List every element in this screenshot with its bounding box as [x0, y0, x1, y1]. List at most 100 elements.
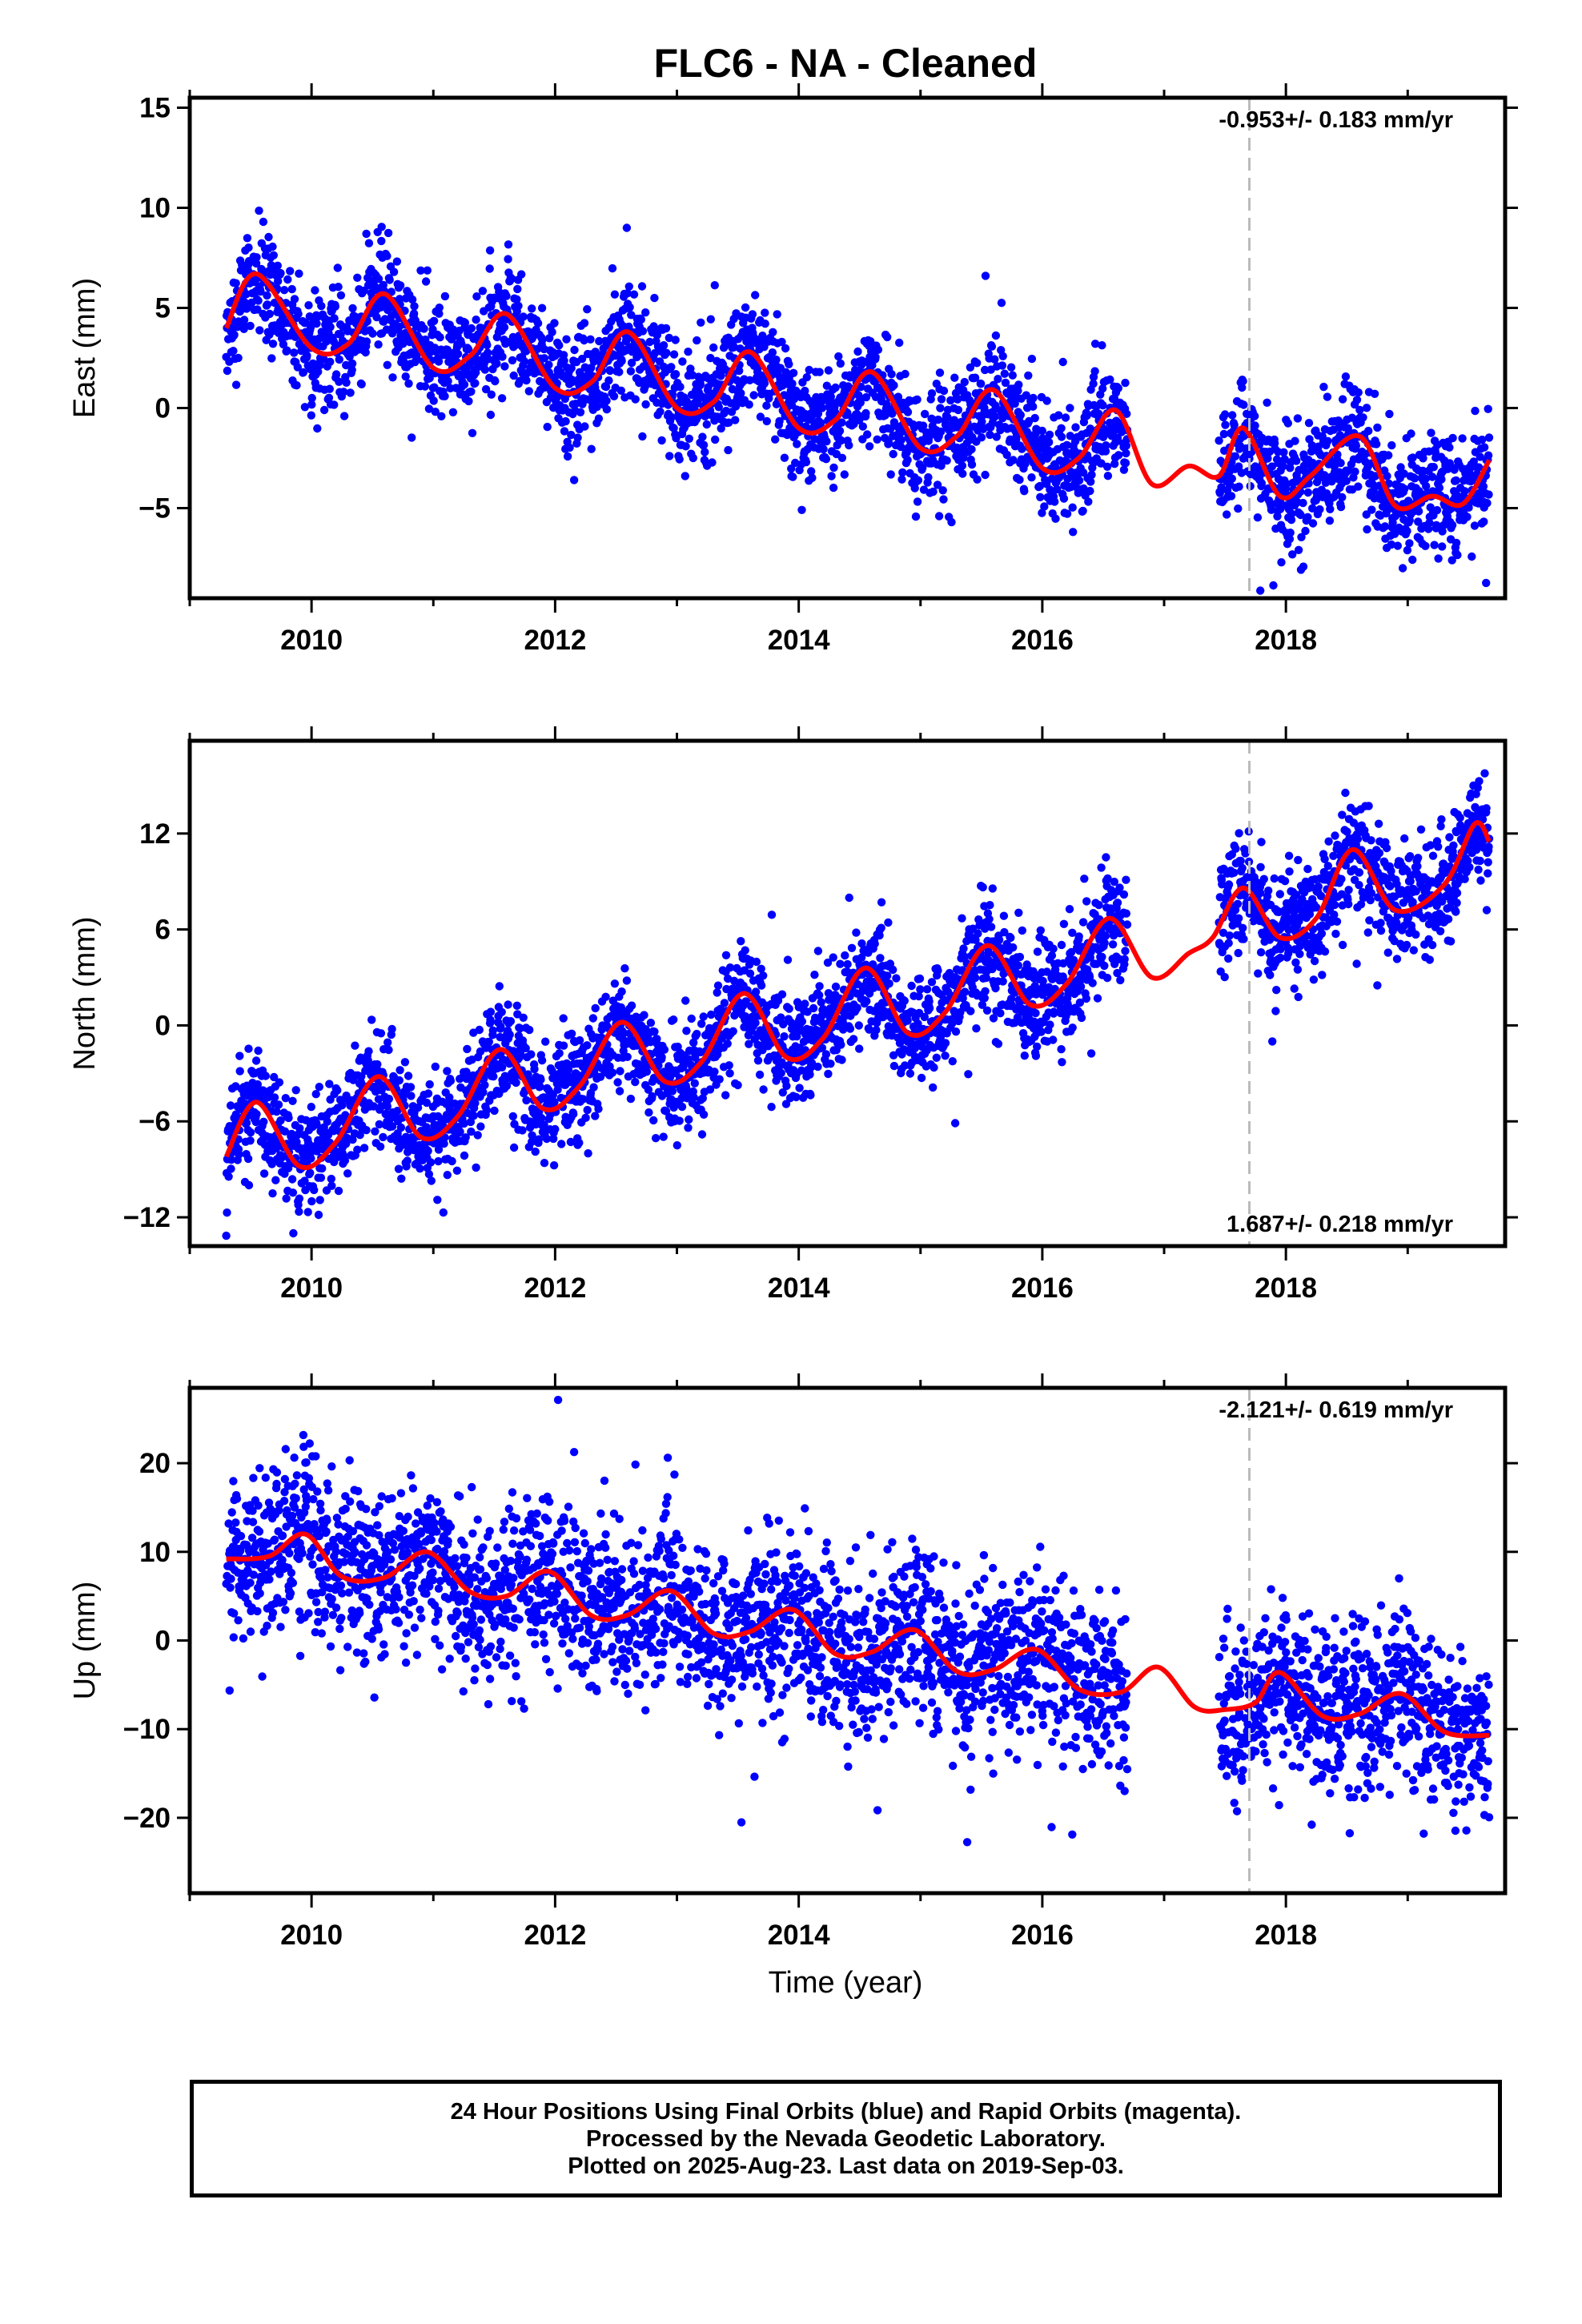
data-point	[251, 1117, 260, 1127]
data-point	[424, 404, 434, 413]
velocity-annotation: -0.953+/- 0.183 mm/yr	[1219, 107, 1453, 133]
data-point	[517, 270, 526, 279]
data-point	[1484, 451, 1493, 460]
data-point	[697, 1130, 707, 1139]
data-point	[627, 358, 636, 368]
data-point	[422, 1098, 432, 1108]
data-point	[775, 416, 784, 426]
data-point	[676, 382, 685, 392]
data-point	[967, 460, 977, 469]
data-point	[268, 1189, 277, 1198]
data-point	[231, 380, 241, 389]
data-point	[283, 346, 291, 355]
data-point	[753, 1056, 763, 1065]
data-point	[1122, 441, 1131, 450]
data-point	[270, 1093, 279, 1102]
data-point	[1089, 380, 1098, 388]
data-point	[897, 436, 905, 444]
data-point	[238, 260, 247, 269]
data-point	[813, 1062, 822, 1072]
data-point	[997, 299, 1006, 308]
data-point	[1325, 517, 1335, 525]
data-point	[244, 1044, 253, 1053]
data-point	[1074, 476, 1084, 485]
data-point	[1235, 462, 1243, 471]
data-point	[312, 1120, 321, 1129]
data-point	[615, 1087, 624, 1096]
data-point	[426, 1158, 436, 1167]
data-point	[1308, 504, 1317, 513]
data-point	[1287, 515, 1296, 525]
data-point	[472, 292, 481, 301]
data-point	[1430, 541, 1439, 549]
data-point	[661, 324, 671, 333]
data-point	[860, 357, 869, 367]
data-point	[1121, 378, 1130, 388]
data-point	[1336, 502, 1346, 512]
data-point	[537, 304, 547, 312]
data-point	[853, 1003, 861, 1012]
data-point	[502, 1081, 512, 1091]
data-point	[852, 928, 861, 937]
data-point	[259, 1117, 268, 1127]
data-point	[550, 319, 559, 328]
data-point	[713, 988, 721, 997]
data-point	[785, 360, 793, 368]
data-point	[509, 371, 518, 380]
data-point	[565, 443, 574, 452]
data-point	[496, 1022, 505, 1031]
data-point	[471, 1099, 480, 1108]
data-point	[1403, 545, 1412, 555]
data-point	[831, 982, 841, 991]
data-point	[1323, 436, 1332, 445]
data-point	[1474, 463, 1484, 472]
data-point	[528, 304, 536, 313]
data-point	[802, 372, 811, 382]
data-point	[1000, 369, 1010, 378]
data-point	[1287, 509, 1296, 518]
data-point	[361, 348, 370, 357]
data-point	[1408, 555, 1417, 565]
data-point	[854, 1021, 864, 1030]
data-point	[649, 322, 658, 331]
data-point	[898, 468, 907, 477]
data-point	[617, 356, 626, 365]
data-point	[492, 359, 501, 368]
data-point	[881, 411, 889, 420]
data-point	[645, 337, 654, 347]
data-point	[364, 239, 374, 247]
data-point	[443, 1171, 452, 1180]
data-point	[268, 242, 277, 251]
data-point	[287, 284, 296, 294]
data-point	[256, 287, 265, 296]
data-point	[314, 368, 323, 376]
data-point	[1078, 506, 1087, 516]
data-point	[589, 1083, 598, 1092]
data-point	[1338, 493, 1347, 502]
data-point	[973, 475, 982, 484]
data-point	[580, 422, 589, 431]
data-point	[1326, 505, 1335, 513]
data-point	[516, 1023, 524, 1033]
data-point	[1408, 453, 1417, 462]
data-point	[291, 1086, 300, 1095]
data-point	[384, 1045, 393, 1055]
data-point	[440, 292, 450, 301]
data-point	[817, 419, 825, 428]
x-tick-label: 2014	[768, 625, 830, 656]
data-point	[531, 1147, 540, 1156]
data-point	[288, 1188, 298, 1197]
data-point	[334, 283, 343, 292]
data-point	[576, 408, 585, 416]
data-point	[903, 456, 912, 464]
data-point	[1227, 492, 1236, 501]
data-point	[821, 455, 831, 464]
data-point	[709, 343, 718, 352]
data-point	[892, 974, 901, 983]
data-point	[336, 291, 346, 300]
data-point	[1405, 539, 1414, 548]
data-point	[512, 1001, 521, 1011]
data-point	[341, 1111, 350, 1120]
